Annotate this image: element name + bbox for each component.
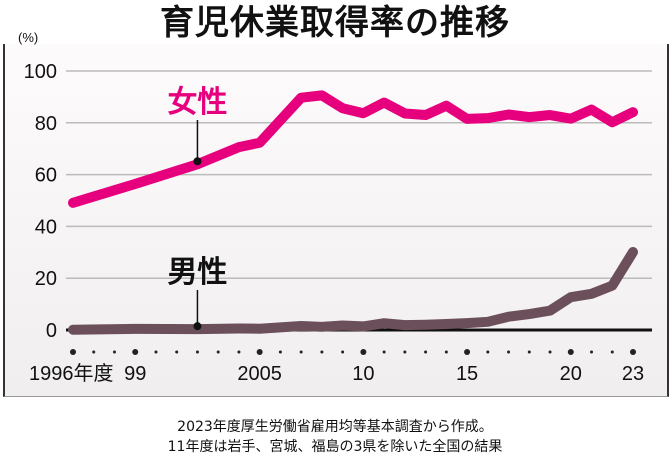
x-tick-dot — [216, 350, 220, 354]
y-unit-label: (%) — [18, 30, 38, 45]
x-tick-label: 1996年度 — [29, 362, 114, 385]
y-tick-label: 100 — [24, 61, 57, 83]
series-line-male — [68, 247, 638, 335]
series-leader-dot — [193, 157, 202, 166]
y-tick-label: 0 — [46, 320, 57, 342]
x-tick-dot — [382, 350, 386, 354]
x-tick-dot — [112, 350, 116, 354]
x-tick-dot — [360, 349, 367, 355]
x-tick-dot — [507, 350, 511, 354]
x-tick-dot — [195, 350, 199, 354]
x-tick-dot — [278, 350, 282, 354]
x-tick-label: 99 — [124, 363, 146, 385]
x-tick-dot — [92, 350, 96, 354]
x-tick-label: 15 — [456, 363, 478, 385]
x-tick-dot — [527, 350, 531, 354]
chart-title: 育児休業取得率の推移 — [160, 3, 510, 43]
x-tick-dot — [403, 350, 407, 354]
series-leader-dot — [193, 322, 202, 331]
x-tick-label: 2005 — [237, 363, 282, 385]
x-tick-label: 20 — [560, 363, 582, 385]
x-tick-dot — [486, 350, 490, 354]
x-tick-dot — [132, 349, 139, 355]
x-tick-dot — [320, 350, 324, 354]
x-tick-label: 10 — [352, 363, 374, 385]
y-tick-label: 80 — [35, 113, 57, 135]
x-tick-dot — [548, 350, 552, 354]
x-tick-dot — [256, 349, 263, 355]
x-tick-dot — [154, 350, 158, 354]
series-label: 男性 — [167, 255, 227, 290]
source-note: 2023年度厚生労働省雇用均等基本調査から作成。 — [177, 419, 493, 435]
x-tick-dot — [444, 350, 448, 354]
exclusion-note: 11年度は岩手、宮城、福島の3県を除いた全国の結果 — [167, 439, 503, 455]
x-tick-dot — [70, 349, 76, 355]
y-tick-label: 40 — [35, 216, 57, 238]
series-line-female — [68, 90, 638, 208]
x-tick-dot — [237, 350, 241, 354]
x-tick-dot — [567, 349, 574, 355]
x-tick-dot — [464, 349, 471, 355]
x-tick-dot — [341, 350, 345, 354]
x-tick-dot — [175, 350, 179, 354]
x-tick-dot — [610, 350, 614, 354]
x-tick-dot — [630, 349, 636, 355]
y-tick-label: 60 — [35, 165, 57, 187]
y-tick-label: 20 — [35, 268, 57, 290]
series-label: 女性 — [167, 85, 227, 120]
x-tick-label: 23 — [622, 363, 644, 385]
x-tick-dot — [299, 350, 303, 354]
x-tick-dot — [424, 350, 428, 354]
x-tick-dot — [590, 350, 594, 354]
